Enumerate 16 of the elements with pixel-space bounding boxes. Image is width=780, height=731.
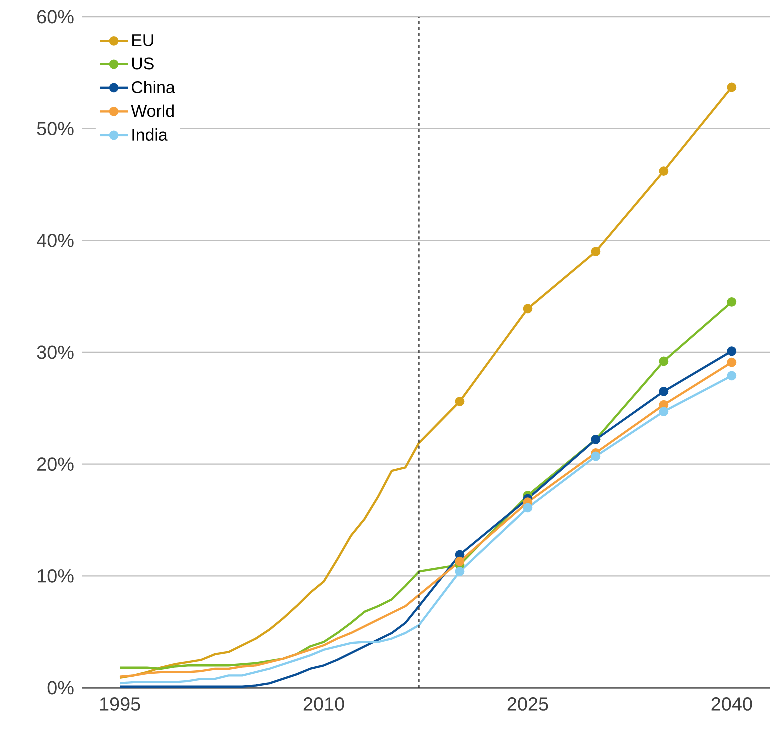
y-tick-label: 10%: [38, 569, 74, 583]
y-tick-label: 60%: [38, 10, 74, 24]
y-tick-label: 30%: [37, 346, 74, 360]
x-tick-label: 2025: [508, 698, 548, 711]
x-tick-label: 1995: [100, 698, 140, 711]
legend-label: EU: [132, 34, 154, 46]
x-tick-label: 2010: [304, 698, 344, 711]
y-tick-label: 20%: [38, 458, 74, 472]
legend-label: China: [132, 81, 176, 94]
legend-label: India: [132, 128, 168, 141]
legend-label: US: [132, 58, 154, 70]
y-tick-label: 0%: [48, 681, 74, 695]
x-tick-label: 2040: [712, 698, 752, 711]
y-tick-label: 50%: [37, 122, 74, 136]
legend-label: World: [131, 104, 174, 118]
y-tick-label: 40%: [37, 234, 74, 248]
